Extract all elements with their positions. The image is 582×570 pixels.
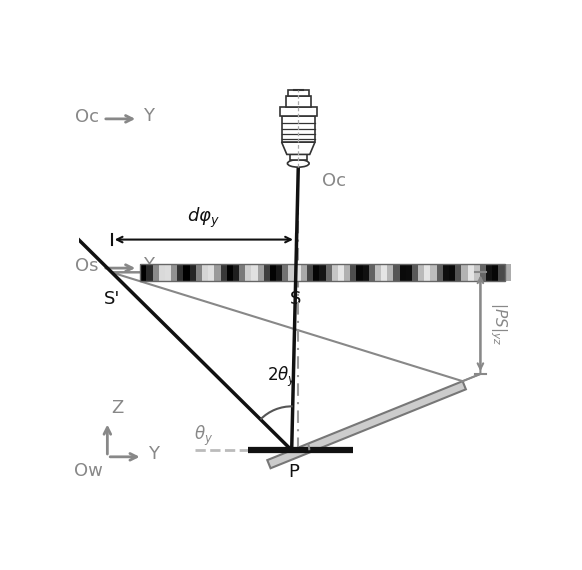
- Bar: [233, 264, 239, 281]
- Bar: [301, 264, 307, 281]
- Text: Oc: Oc: [74, 108, 98, 125]
- Text: Y: Y: [148, 445, 159, 463]
- Bar: [418, 264, 425, 281]
- Bar: [492, 264, 499, 281]
- Bar: [393, 264, 400, 281]
- Bar: [505, 264, 511, 281]
- Ellipse shape: [288, 160, 309, 167]
- Bar: [202, 264, 208, 281]
- Bar: [455, 264, 462, 281]
- Bar: [165, 264, 172, 281]
- Bar: [245, 264, 252, 281]
- Bar: [320, 264, 326, 281]
- Bar: [282, 264, 289, 281]
- Bar: [431, 264, 437, 281]
- Bar: [436, 264, 443, 281]
- Bar: [344, 264, 350, 281]
- Text: $|PS|_{yz}$: $|PS|_{yz}$: [488, 302, 509, 345]
- Text: Y: Y: [143, 256, 154, 275]
- Text: P: P: [289, 463, 299, 482]
- Bar: [140, 264, 505, 281]
- Bar: [239, 264, 246, 281]
- Bar: [356, 264, 363, 281]
- Text: Os: Os: [75, 257, 98, 275]
- Bar: [290, 154, 307, 160]
- Bar: [190, 264, 196, 281]
- Bar: [406, 264, 412, 281]
- Text: Oc: Oc: [322, 172, 346, 190]
- Bar: [424, 264, 431, 281]
- Bar: [227, 264, 233, 281]
- Bar: [171, 264, 178, 281]
- Bar: [214, 264, 221, 281]
- Bar: [208, 264, 215, 281]
- Bar: [381, 264, 388, 281]
- Bar: [387, 264, 394, 281]
- Bar: [183, 264, 190, 281]
- Bar: [258, 264, 264, 281]
- Bar: [443, 264, 449, 281]
- Bar: [462, 264, 468, 281]
- Bar: [289, 264, 295, 281]
- Bar: [449, 264, 456, 281]
- Bar: [264, 264, 270, 281]
- Bar: [251, 264, 258, 281]
- Bar: [350, 264, 357, 281]
- Bar: [332, 264, 338, 281]
- Bar: [486, 264, 492, 281]
- Bar: [147, 264, 153, 281]
- Bar: [282, 116, 315, 142]
- Text: $d\varphi_y$: $d\varphi_y$: [187, 206, 221, 230]
- Bar: [196, 264, 203, 281]
- Bar: [474, 264, 480, 281]
- Bar: [313, 264, 320, 281]
- Bar: [467, 264, 474, 281]
- Bar: [286, 96, 311, 107]
- Text: S: S: [290, 291, 301, 308]
- Polygon shape: [282, 142, 315, 154]
- Bar: [280, 107, 317, 116]
- Text: Y: Y: [143, 107, 154, 125]
- Bar: [276, 264, 283, 281]
- Text: S': S': [104, 291, 120, 308]
- Bar: [159, 264, 165, 281]
- Bar: [152, 264, 159, 281]
- Bar: [375, 264, 381, 281]
- Bar: [400, 264, 406, 281]
- Bar: [270, 264, 276, 281]
- Text: $2\theta_y$: $2\theta_y$: [267, 365, 297, 389]
- Bar: [480, 264, 487, 281]
- Bar: [288, 90, 308, 96]
- Bar: [325, 264, 332, 281]
- Bar: [498, 264, 505, 281]
- Bar: [294, 264, 301, 281]
- Bar: [178, 264, 184, 281]
- Text: Ow: Ow: [74, 462, 103, 480]
- Bar: [140, 264, 147, 281]
- Bar: [307, 264, 314, 281]
- Bar: [363, 264, 369, 281]
- Bar: [369, 264, 375, 281]
- Bar: [412, 264, 418, 281]
- Text: $\theta_y$: $\theta_y$: [193, 424, 212, 448]
- Bar: [338, 264, 345, 281]
- Bar: [221, 264, 227, 281]
- Text: Z: Z: [112, 400, 124, 417]
- Polygon shape: [267, 381, 466, 468]
